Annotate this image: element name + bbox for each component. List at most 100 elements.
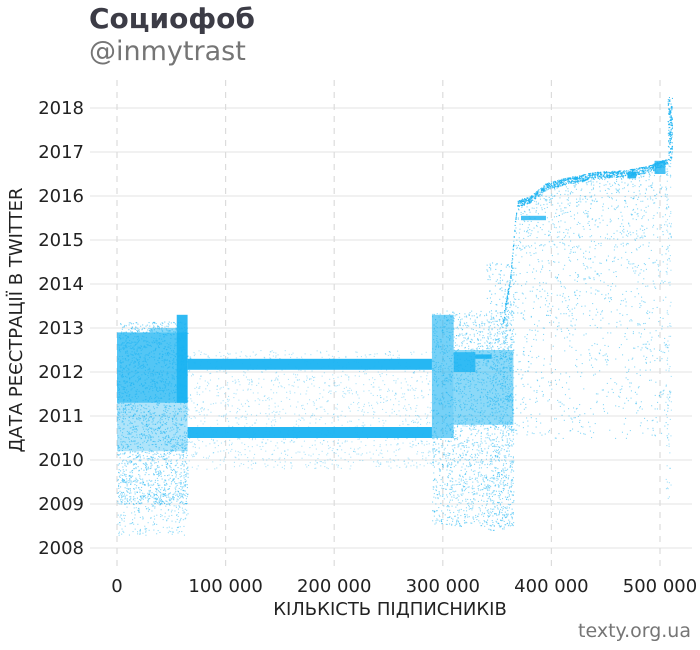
data-point bbox=[454, 399, 456, 401]
data-point bbox=[181, 354, 183, 356]
data-point bbox=[173, 405, 175, 407]
data-point bbox=[371, 404, 373, 406]
data-point bbox=[153, 326, 155, 328]
data-point bbox=[170, 322, 172, 324]
data-point bbox=[395, 382, 397, 384]
data-point bbox=[504, 378, 506, 380]
data-point bbox=[423, 370, 425, 372]
data-point bbox=[442, 432, 444, 434]
data-point bbox=[127, 400, 129, 402]
data-point bbox=[315, 422, 317, 424]
data-point bbox=[141, 374, 143, 376]
data-point bbox=[439, 398, 441, 400]
data-point bbox=[451, 477, 453, 479]
data-point bbox=[485, 458, 487, 460]
data-point bbox=[299, 419, 301, 421]
data-point bbox=[156, 514, 158, 516]
data-point bbox=[183, 340, 185, 342]
data-point bbox=[263, 378, 265, 380]
data-point bbox=[412, 444, 414, 446]
data-point bbox=[479, 443, 481, 445]
data-point bbox=[362, 414, 364, 416]
data-point bbox=[145, 340, 147, 342]
data-point bbox=[159, 504, 161, 506]
data-point bbox=[129, 456, 131, 458]
data-point bbox=[415, 387, 417, 389]
data-point bbox=[142, 495, 144, 497]
data-point bbox=[344, 374, 346, 376]
data-point bbox=[227, 357, 229, 359]
data-point bbox=[511, 310, 513, 312]
data-point bbox=[157, 473, 159, 475]
data-point bbox=[168, 394, 170, 396]
data-point bbox=[191, 375, 193, 377]
data-point bbox=[122, 358, 124, 360]
data-point bbox=[172, 439, 174, 441]
data-point bbox=[462, 395, 464, 397]
data-point bbox=[403, 460, 405, 462]
data-point bbox=[501, 385, 503, 387]
data-point bbox=[155, 443, 157, 445]
data-point bbox=[130, 353, 132, 355]
data-point bbox=[131, 429, 133, 431]
data-point bbox=[372, 377, 374, 379]
data-point bbox=[132, 416, 134, 418]
data-point bbox=[497, 507, 499, 509]
data-point bbox=[289, 441, 291, 443]
data-point bbox=[169, 382, 171, 384]
data-point bbox=[120, 474, 122, 476]
data-point bbox=[181, 357, 183, 359]
data-point bbox=[124, 497, 126, 499]
data-point bbox=[182, 337, 184, 339]
data-point bbox=[448, 506, 450, 508]
data-point bbox=[486, 433, 488, 435]
data-point bbox=[175, 391, 177, 393]
data-point bbox=[145, 437, 147, 439]
data-point bbox=[178, 408, 180, 410]
data-point bbox=[175, 476, 177, 478]
data-point bbox=[472, 445, 474, 447]
data-point bbox=[142, 455, 144, 457]
data-point bbox=[451, 445, 453, 447]
data-point bbox=[411, 446, 413, 448]
data-point bbox=[179, 444, 181, 446]
data-point bbox=[178, 356, 180, 358]
data-point bbox=[501, 354, 503, 356]
data-point bbox=[167, 410, 169, 412]
data-point bbox=[433, 327, 435, 329]
data-point bbox=[153, 406, 155, 408]
data-point bbox=[121, 528, 123, 530]
data-point bbox=[385, 353, 387, 355]
data-point bbox=[166, 334, 168, 336]
data-point bbox=[150, 416, 152, 418]
data-point bbox=[457, 335, 459, 337]
data-point bbox=[480, 489, 482, 491]
data-point bbox=[170, 511, 172, 513]
data-point bbox=[185, 408, 187, 410]
data-point bbox=[436, 380, 438, 382]
data-point bbox=[386, 369, 388, 371]
data-point bbox=[166, 325, 168, 327]
data-point bbox=[140, 447, 142, 449]
data-point bbox=[406, 465, 408, 467]
data-point bbox=[136, 391, 138, 393]
data-point bbox=[453, 511, 455, 513]
data-point bbox=[147, 494, 149, 496]
data-point bbox=[157, 404, 159, 406]
data-point bbox=[121, 450, 123, 452]
data-point bbox=[130, 389, 132, 391]
data-point bbox=[181, 371, 183, 373]
data-point bbox=[185, 418, 187, 420]
data-point bbox=[159, 387, 161, 389]
data-point bbox=[260, 350, 262, 352]
data-point bbox=[433, 379, 435, 381]
data-point bbox=[164, 321, 166, 323]
data-point bbox=[127, 488, 129, 490]
data-point bbox=[468, 504, 470, 506]
data-point bbox=[139, 404, 141, 406]
data-point bbox=[187, 513, 189, 515]
data-point bbox=[286, 397, 288, 399]
data-point bbox=[255, 422, 257, 424]
data-point bbox=[494, 467, 496, 469]
data-point bbox=[402, 420, 404, 422]
